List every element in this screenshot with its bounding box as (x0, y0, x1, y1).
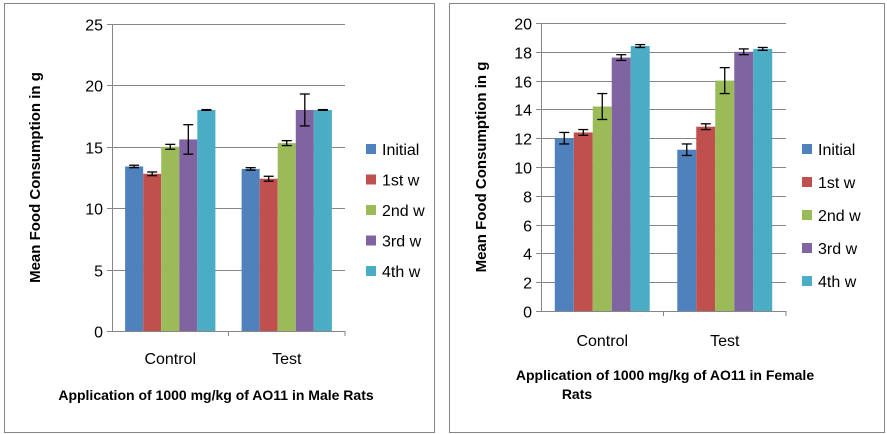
y-tick-label: 15 (85, 141, 103, 158)
y-tick-label: 6 (523, 219, 532, 236)
y-tick-label: 10 (514, 161, 532, 178)
legend-label: 2nd w (818, 208, 861, 225)
legend-label: 4th w (818, 274, 857, 291)
bar (125, 166, 144, 331)
legend-swatch (802, 276, 812, 286)
y-tick-label: 5 (94, 264, 103, 281)
legend-label: 3rd w (382, 234, 422, 251)
legend-label: 1st w (818, 175, 856, 192)
y-axis-title: Mean Food Consumption in g (27, 72, 44, 283)
x-tick-label: Control (576, 333, 628, 350)
x-tick-label: Test (272, 351, 302, 368)
y-tick-label: 2 (523, 276, 532, 293)
y-axis-title: Mean Food Consumption in g (473, 62, 490, 273)
bar (259, 178, 278, 331)
y-tick-label: 0 (94, 325, 103, 342)
legend-label: Initial (818, 142, 855, 159)
x-axis-title: Application of 1000 mg/kg of AO11 in Fem… (516, 367, 814, 402)
bar (295, 109, 314, 332)
x-axis-title-line: Application of 1000 mg/kg of AO11 in Fem… (516, 367, 814, 383)
x-axis-title: Application of 1000 mg/kg of AO11 in Mal… (58, 387, 374, 403)
bar (753, 48, 773, 312)
chart-1: 0 2 4 6 8 10 12 14 16 18 20 Control Test Mean Food Co… (473, 17, 861, 403)
legend-swatch (366, 174, 376, 185)
bar (715, 80, 735, 311)
bar (313, 109, 332, 332)
bar (592, 106, 612, 312)
bar (241, 168, 260, 331)
legend-label: 3rd w (818, 241, 858, 258)
y-tick-label: 20 (514, 17, 532, 34)
legend-swatch (802, 177, 812, 187)
y-tick-label: 25 (85, 18, 103, 35)
y-tick-label: 18 (514, 46, 532, 63)
legend-swatch (802, 144, 812, 154)
x-tick-label: Control (144, 351, 196, 368)
bar (161, 146, 180, 331)
chart-0: 0 5 10 15 20 25 Control Test Mean Food Consumpti… (27, 18, 425, 404)
bar (554, 138, 574, 311)
y-tick-label: 20 (85, 79, 103, 96)
bar (277, 143, 296, 331)
y-tick-label: 14 (514, 103, 532, 120)
legend-swatch (802, 210, 812, 220)
legend-swatch (366, 144, 376, 154)
y-tick-label: 4 (523, 247, 532, 264)
bar (611, 57, 631, 312)
legend-label: 1st w (382, 173, 420, 190)
y-tick-label: 0 (523, 305, 532, 322)
bar (197, 109, 216, 332)
legend-swatch (366, 235, 376, 246)
bar (734, 51, 754, 312)
y-tick-label: 10 (85, 202, 103, 219)
bar (143, 173, 162, 331)
bar (630, 46, 650, 311)
legend-label: Initial (382, 142, 419, 159)
bar (677, 149, 697, 311)
bar (573, 132, 593, 311)
y-tick-label: 16 (514, 75, 532, 92)
legend-label: 2nd w (382, 203, 425, 220)
y-tick-label: 8 (523, 190, 532, 207)
x-tick-label: Test (710, 333, 740, 350)
x-axis-title-line: Rats (562, 386, 593, 402)
bar (179, 139, 198, 331)
left-chart-frame (4, 3, 435, 433)
legend-label: 4th w (382, 264, 421, 281)
y-tick-label: 12 (514, 132, 532, 149)
bar (696, 126, 716, 312)
legend-swatch (366, 266, 376, 276)
legend-swatch (802, 243, 812, 253)
legend-swatch (366, 205, 376, 215)
